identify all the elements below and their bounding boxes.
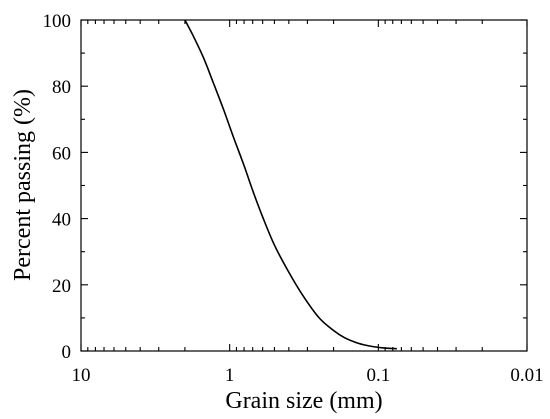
y-axis-title: Percent passing (%) — [10, 89, 36, 281]
x-tick-label: 10 — [72, 365, 91, 386]
x-tick-label: 0.1 — [366, 365, 390, 386]
y-tick-label: 80 — [52, 77, 71, 98]
tick-labels: 10 1 0.1 0.01 0 20 40 60 80 100 — [43, 11, 544, 386]
x-tick-label: 0.01 — [510, 365, 543, 386]
plot-frame — [80, 19, 528, 352]
axis-ticks — [80, 19, 528, 352]
y-tick-label: 40 — [52, 210, 71, 231]
x-tick-label: 1 — [225, 365, 235, 386]
y-tick-label: 60 — [52, 143, 71, 164]
series-line-grading-curve — [184, 19, 397, 350]
y-tick-label: 0 — [62, 342, 72, 363]
y-tick-label: 20 — [52, 276, 71, 297]
x-axis-title: Grain size (mm) — [225, 388, 382, 414]
y-tick-label: 100 — [43, 11, 72, 32]
